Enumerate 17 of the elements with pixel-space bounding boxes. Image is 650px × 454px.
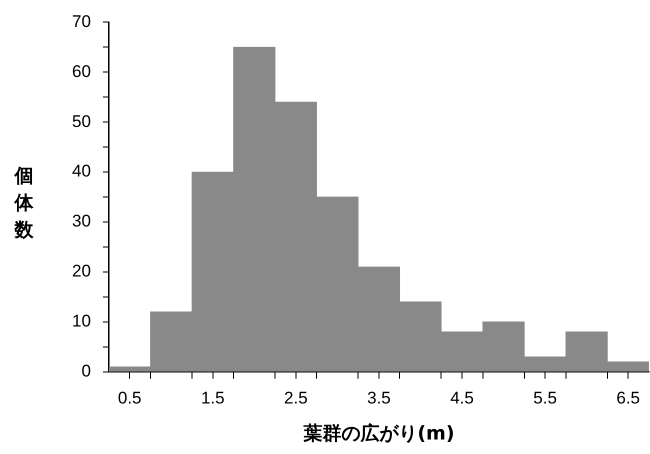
x-tick-label: 1.5: [200, 388, 225, 408]
x-tick-label: 5.5: [533, 388, 557, 408]
y-axis-title: 個体数: [13, 164, 34, 243]
x-tick-label: 0.5: [118, 388, 142, 408]
y-tick-label: 40: [72, 162, 91, 181]
y-tick-label: 30: [72, 212, 91, 231]
y-tick-label: 10: [72, 312, 91, 331]
x-axis-title: 葉群の広がり(m): [302, 422, 455, 445]
x-tick-label: 2.5: [284, 388, 308, 408]
x-tick-label: 3.5: [367, 388, 391, 408]
y-tick-label: 70: [72, 12, 91, 31]
y-tick-label: 50: [72, 112, 91, 131]
x-tick-label: 4.5: [450, 388, 474, 408]
y-tick-label: 0: [81, 361, 91, 380]
y-tick-label: 20: [72, 262, 91, 281]
x-tick-label: 6.5: [616, 388, 640, 408]
y-tick-label: 60: [72, 62, 91, 81]
